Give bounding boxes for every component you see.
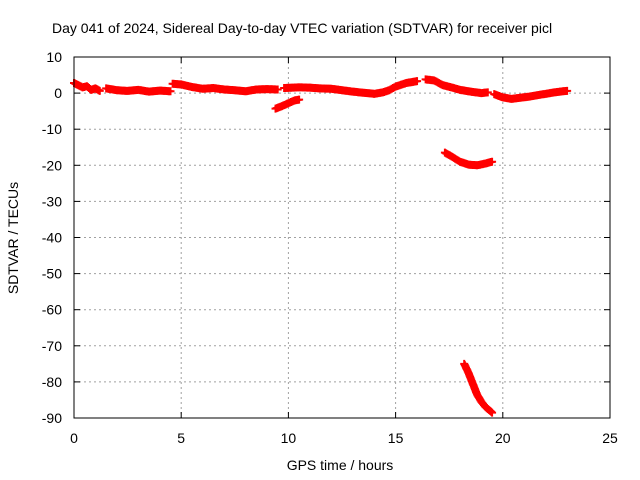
series-segment-main-band-6: [490, 86, 572, 103]
y-tick-label: -70: [42, 338, 62, 354]
axis-ticks: 0 5 10 15 20 25 10 0 -10 -20 -30 -40 -50 -60 -70 -80 -90: [42, 49, 618, 446]
data-point: [488, 157, 497, 166]
series-segment-main-band-4: [280, 77, 422, 98]
x-tick-label: 25: [602, 430, 618, 446]
series-segment-main-band-2: [102, 84, 175, 96]
data-point: [95, 86, 104, 95]
x-tick-label: 0: [70, 430, 78, 446]
series-segment-mid-dip: [440, 148, 497, 170]
y-tick-label: -20: [42, 157, 62, 173]
series-segment-main-band-3: [168, 79, 282, 96]
grid-lines: [74, 57, 610, 418]
y-tick-label: -60: [42, 302, 62, 318]
y-tick-label: -10: [42, 121, 62, 137]
y-tick-label: 0: [54, 85, 62, 101]
chart-title: Day 041 of 2024, Sidereal Day-to-day VTE…: [52, 20, 552, 36]
series-segment-main-band-1: [70, 78, 104, 95]
x-tick-label: 15: [388, 430, 404, 446]
data-series: [70, 75, 572, 417]
x-tick-label: 20: [495, 430, 511, 446]
x-axis-label: GPS time / hours: [287, 457, 394, 473]
data-point: [273, 85, 282, 94]
data-point: [488, 408, 497, 417]
data-point: [295, 95, 304, 104]
y-tick-label: -50: [42, 266, 62, 282]
x-tick-label: 10: [281, 430, 297, 446]
data-point: [166, 87, 175, 96]
data-point: [563, 86, 572, 95]
y-tick-label: 10: [46, 49, 62, 65]
y-tick-label: -30: [42, 193, 62, 209]
y-tick-label: -80: [42, 374, 62, 390]
y-axis-label: SDTVAR / TECUs: [5, 182, 21, 294]
y-tick-label: -40: [42, 230, 62, 246]
data-point: [413, 77, 422, 86]
series-segment-main-band-5: [421, 75, 492, 98]
series-segment-deep-dip: [460, 359, 497, 417]
x-tick-label: 5: [177, 430, 185, 446]
y-tick-label: -90: [42, 410, 62, 426]
data-point: [483, 88, 492, 97]
series-segment-short-dip: [271, 95, 304, 113]
